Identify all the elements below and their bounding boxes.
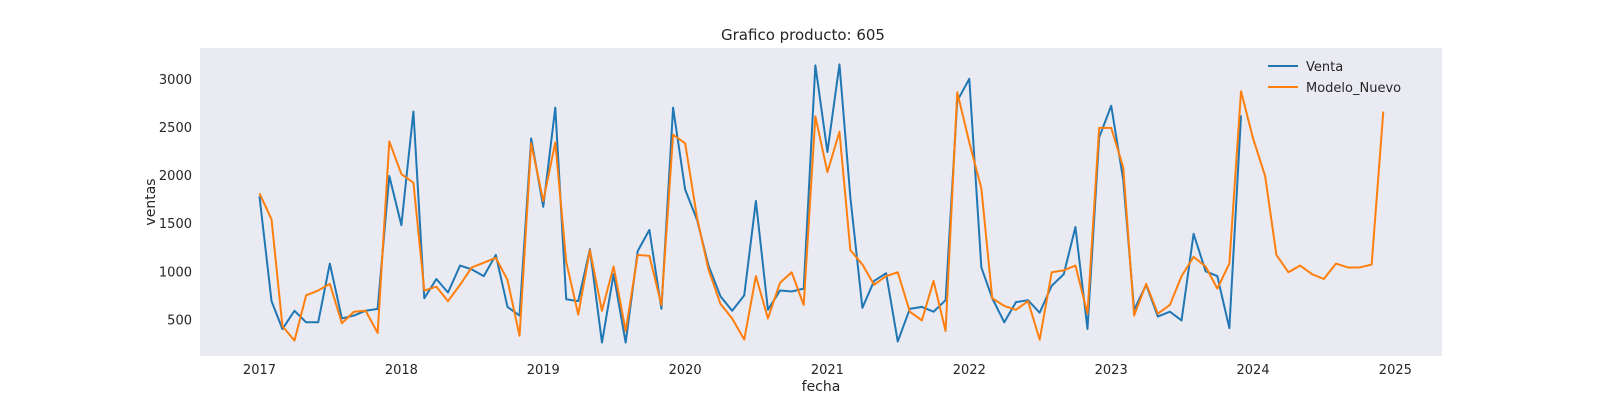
y-axis: 500 1000 1500 2000 2500 3000	[159, 73, 192, 329]
x-tick-label: 2022	[953, 363, 986, 378]
y-tick-label: 3000	[159, 73, 192, 88]
legend: Venta Modelo_Nuevo	[1268, 60, 1401, 96]
y-tick-label: 2500	[159, 121, 192, 136]
x-tick-label: 2025	[1379, 363, 1412, 378]
y-tick-label: 500	[167, 313, 192, 328]
series-line-modelo-nuevo	[258, 90, 1385, 342]
legend-label: Venta	[1306, 60, 1343, 75]
chart-title: Grafico producto: 605	[721, 26, 885, 44]
y-tick-label: 1500	[159, 217, 192, 232]
x-tick-label: 2019	[527, 363, 560, 378]
x-tick-label: 2023	[1095, 363, 1128, 378]
x-axis: 2017 2018 2019 2020 2021 2022 2023 2024 2025	[243, 363, 1412, 378]
x-tick-label: 2020	[669, 363, 702, 378]
y-tick-label: 2000	[159, 169, 192, 184]
x-tick-label: 2024	[1237, 363, 1270, 378]
y-axis-label: ventas	[143, 178, 159, 225]
x-tick-label: 2021	[811, 363, 844, 378]
x-tick-label: 2018	[385, 363, 418, 378]
y-tick-label: 1000	[159, 265, 192, 280]
x-axis-label: fecha	[802, 379, 841, 395]
legend-label: Modelo_Nuevo	[1306, 81, 1401, 96]
x-tick-label: 2017	[243, 363, 276, 378]
series-lines	[258, 63, 1385, 344]
